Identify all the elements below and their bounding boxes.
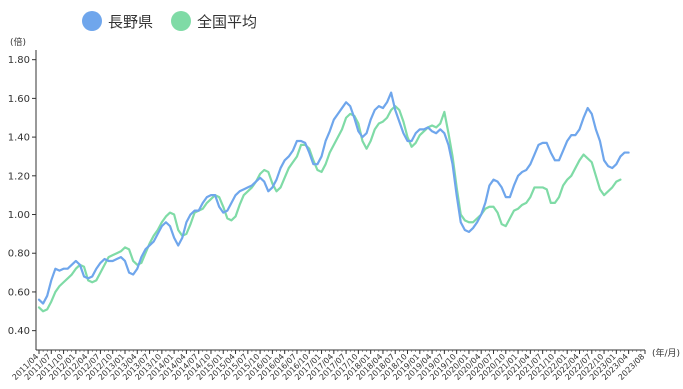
- y-tick-label: 1.00: [8, 210, 30, 221]
- y-tick-label: 0.40: [8, 326, 30, 337]
- legend-label-national: 全国平均: [197, 13, 257, 31]
- legend-item-national[interactable]: 全国平均: [171, 11, 257, 31]
- series-layer: [37, 91, 630, 313]
- y-tick-label: 0.60: [8, 287, 30, 298]
- legend-marker-nagano: [82, 11, 102, 31]
- series-line-nagano[interactable]: [37, 91, 630, 305]
- y-tick-label: 1.40: [8, 133, 30, 144]
- y-tick-label: 1.80: [8, 55, 30, 66]
- y-axis: 0.40 0.60 0.80 1.00 1.20 1.40 1.60 1.80: [8, 50, 37, 350]
- legend-label-nagano: 長野県: [108, 13, 153, 31]
- legend: 長野県 全国平均: [82, 11, 257, 31]
- x-axis: 2011/042011/072011/102012/012012/042012/…: [11, 349, 646, 382]
- y-axis-unit: (倍): [10, 36, 26, 48]
- legend-item-nagano[interactable]: 長野県: [82, 11, 153, 31]
- y-tick-label: 0.80: [8, 249, 30, 260]
- y-tick-label: 1.60: [8, 94, 30, 105]
- legend-marker-national: [171, 11, 191, 31]
- y-tick-label: 1.20: [8, 171, 30, 182]
- series-line-national[interactable]: [37, 105, 622, 313]
- x-axis-unit: (年/月): [652, 347, 680, 359]
